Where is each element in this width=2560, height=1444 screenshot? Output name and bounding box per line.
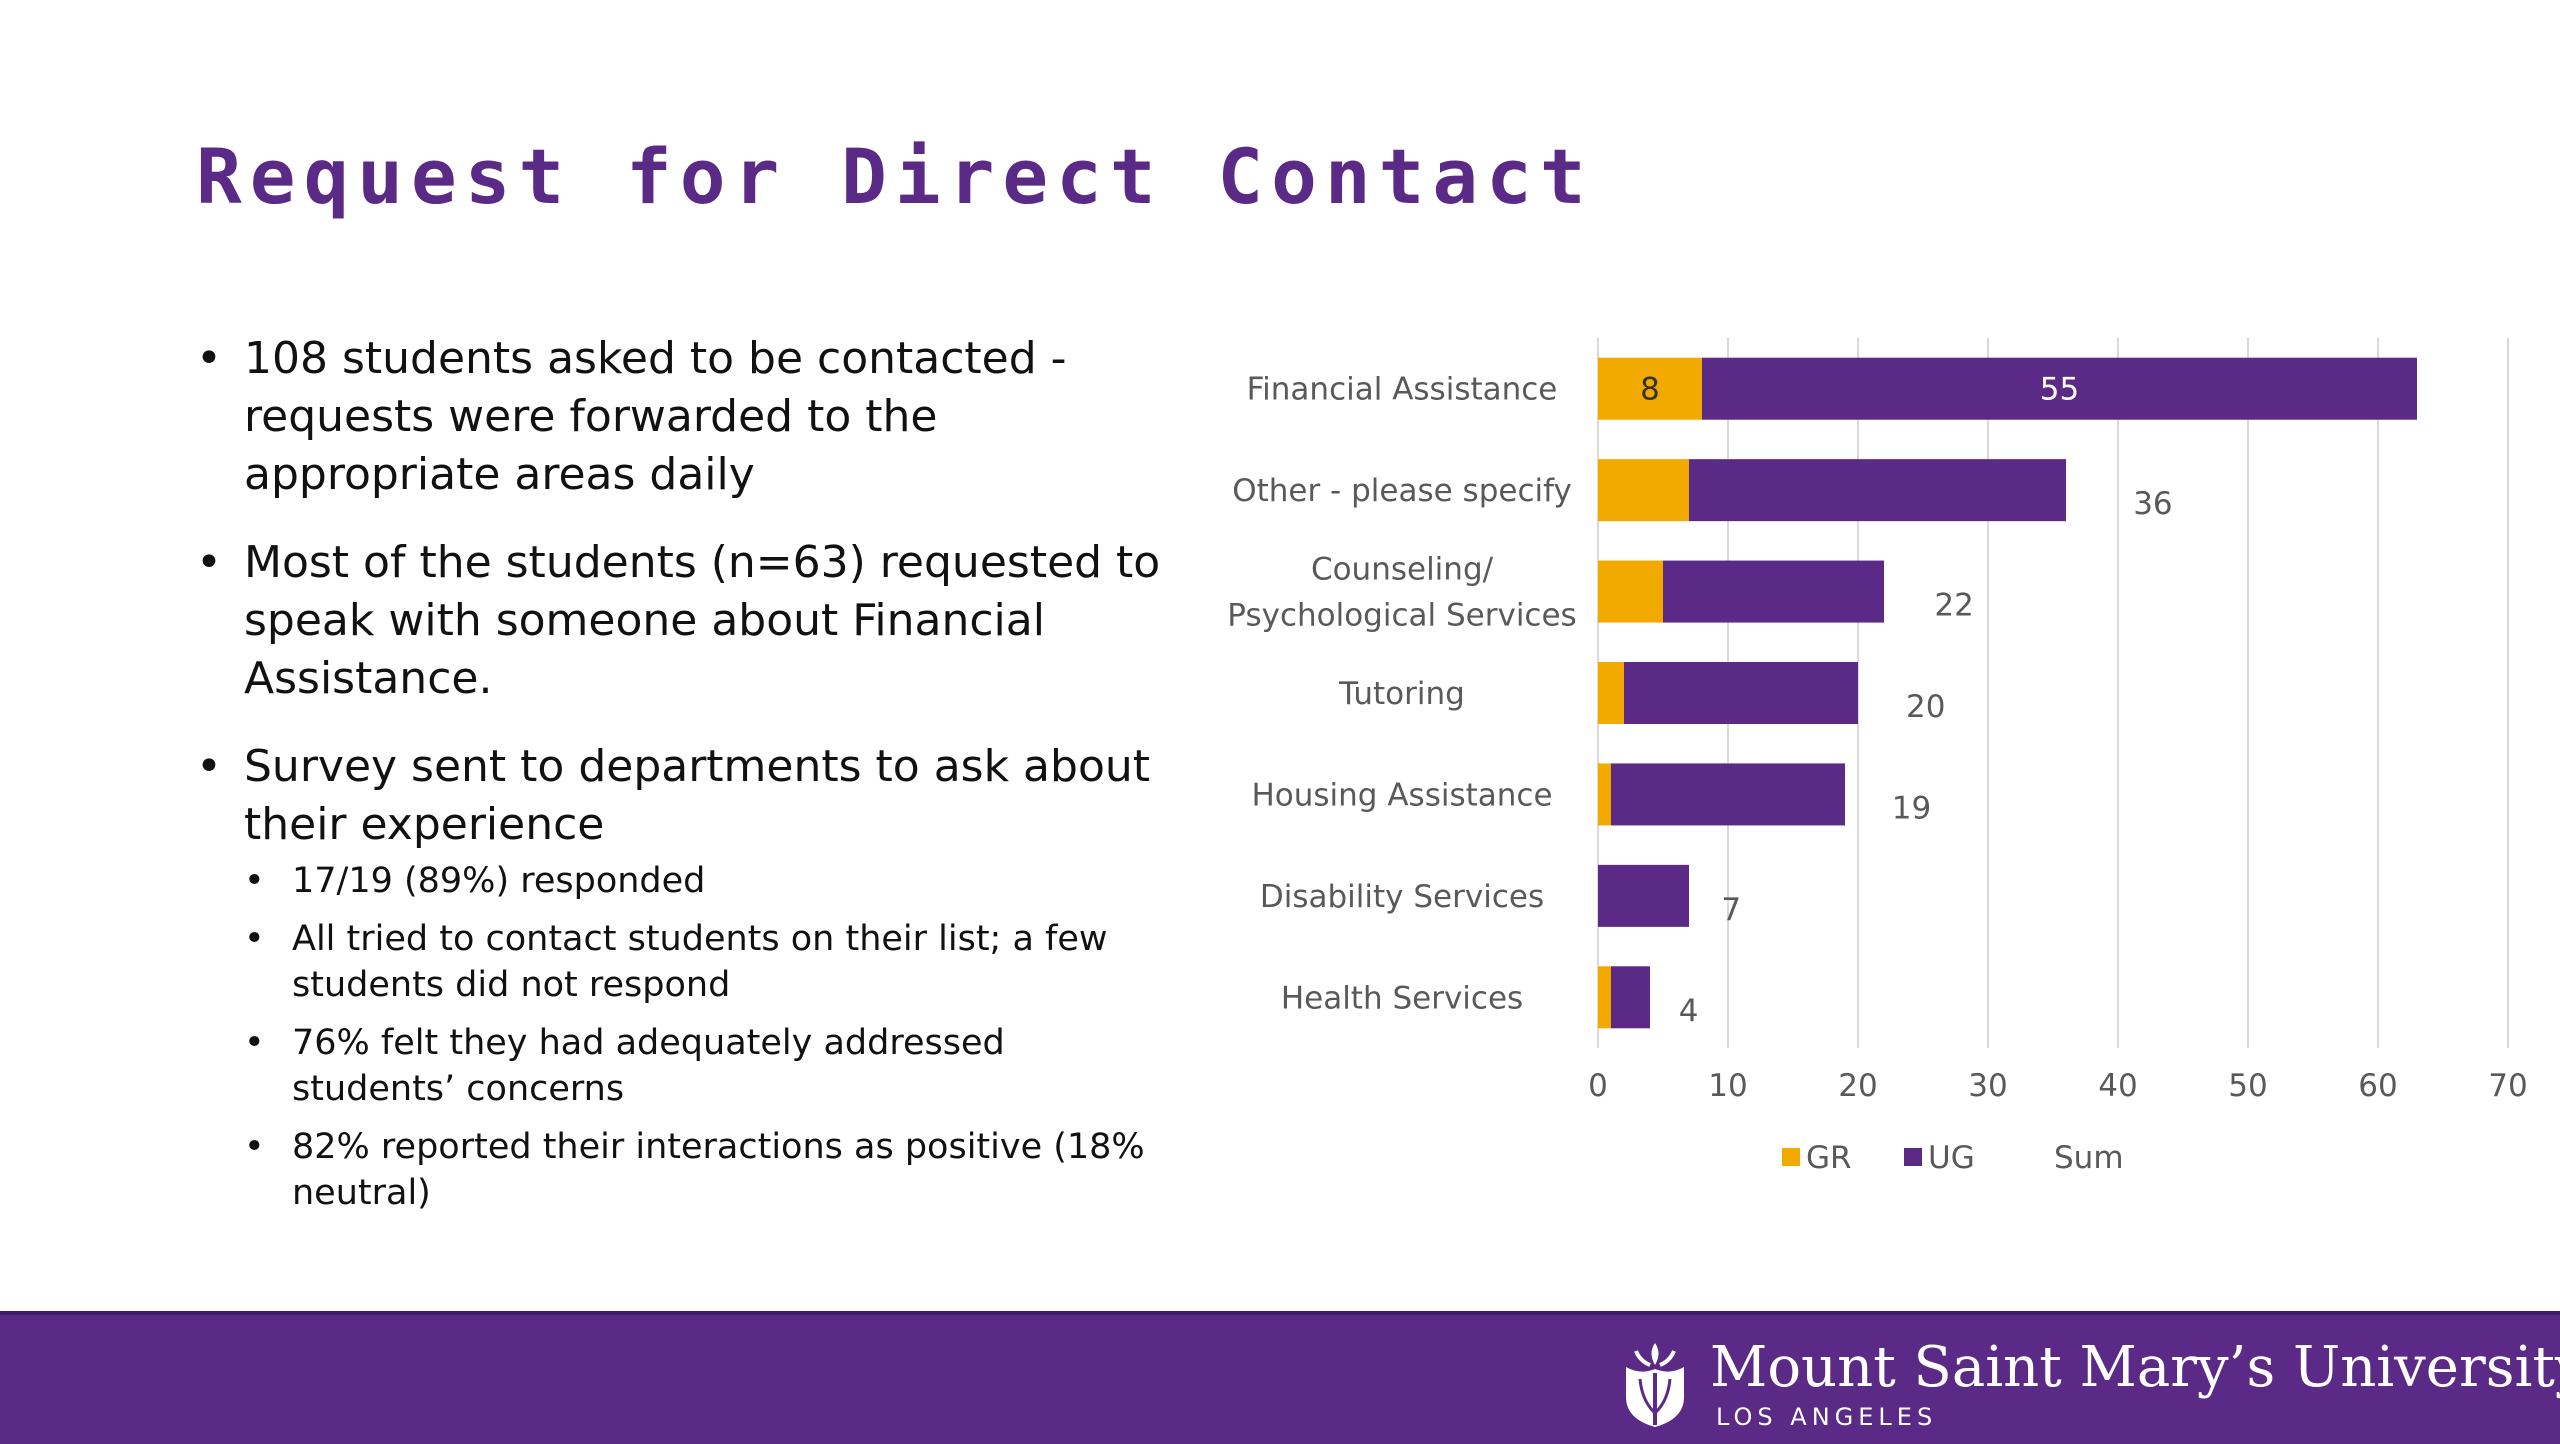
category-label: Tutoring (1338, 676, 1465, 712)
legend-label-ug: UG (1928, 1140, 1975, 1176)
bullet-text: Most of the students (n=63) requested to… (244, 537, 1161, 704)
bar-gr (1598, 763, 1611, 826)
sub-bullet-list: 17/19 (89%) responded All tried to conta… (244, 858, 1166, 1216)
legend-label-gr: GR (1806, 1140, 1852, 1176)
data-label-sum: 20 (1906, 689, 1945, 725)
legend-swatch-ug (1904, 1148, 1922, 1166)
category-label: Disability Services (1260, 879, 1544, 915)
sub-bullet-item: 82% reported their interactions as posit… (244, 1124, 1166, 1216)
x-tick-label: 10 (1708, 1068, 1747, 1104)
x-tick-label: 70 (2488, 1068, 2527, 1104)
bar-gr (1598, 357, 1702, 420)
university-name: Mount Saint Mary’s University (1710, 1335, 2560, 1400)
data-label-sum: 7 (1721, 892, 1741, 928)
footer-bar: Mount Saint Mary’s University LOS ANGELE… (0, 1311, 2560, 1444)
legend-label-sum: Sum (2054, 1140, 2124, 1176)
data-label-gr: 8 (1640, 372, 1660, 408)
sub-bullet-item: 76% felt they had adequately addressed s… (244, 1020, 1166, 1112)
bar-ug (1702, 357, 2417, 420)
category-label: Psychological Services (1227, 598, 1576, 634)
category-label: Health Services (1281, 980, 1523, 1016)
bar-ug (1598, 864, 1689, 927)
bar-gr (1598, 560, 1663, 623)
bar-ug (1689, 459, 2066, 522)
slide-title: Request for Direct Contact (196, 132, 1594, 221)
data-label-ug: 55 (2040, 372, 2079, 408)
category-label: Housing Assistance (1251, 777, 1552, 813)
x-tick-label: 40 (2098, 1068, 2137, 1104)
bar-ug (1624, 662, 1858, 724)
legend-swatch-gr (1782, 1148, 1800, 1166)
bar-ug (1663, 560, 1884, 623)
data-label-sum: 22 (1934, 588, 1973, 624)
data-label-sum: 4 (1679, 993, 1699, 1029)
x-tick-label: 60 (2358, 1068, 2397, 1104)
data-label-sum: 36 (2133, 486, 2172, 522)
stacked-bar-chart: 0 10 20 30 40 50 60 70 Financial Assistance 8 55 Ot… (1227, 338, 2528, 1176)
sub-bullet-item: All tried to contact students on their l… (244, 916, 1166, 1008)
category-label: Financial Assistance (1247, 372, 1558, 408)
x-tick-label: 30 (1968, 1068, 2007, 1104)
bullet-item: Most of the students (n=63) requested to… (196, 534, 1166, 708)
x-tick-label: 0 (1588, 1068, 1608, 1104)
bar-gr (1598, 966, 1611, 1029)
bullet-text: 108 students asked to be contacted - req… (244, 333, 1067, 500)
lily-crest-icon (1626, 1343, 1684, 1427)
bar-ug (1611, 966, 1650, 1029)
bullet-list: 108 students asked to be contacted - req… (196, 330, 1166, 1246)
university-location: LOS ANGELES (1716, 1403, 1938, 1431)
bullet-item: 108 students asked to be contacted - req… (196, 330, 1166, 504)
bar-gr (1598, 459, 1689, 522)
x-tick-label: 20 (1838, 1068, 1877, 1104)
bar-gr (1598, 662, 1624, 724)
bar-ug (1611, 763, 1845, 826)
bullet-item: Survey sent to departments to ask about … (196, 738, 1166, 1216)
x-tick-label: 50 (2228, 1068, 2267, 1104)
data-label-sum: 19 (1892, 790, 1931, 826)
bullet-text: Survey sent to departments to ask about … (244, 741, 1150, 850)
sub-bullet-item: 17/19 (89%) responded (244, 858, 1166, 904)
category-label: Counseling/ (1311, 552, 1494, 588)
category-label: Other - please specify (1232, 473, 1572, 509)
